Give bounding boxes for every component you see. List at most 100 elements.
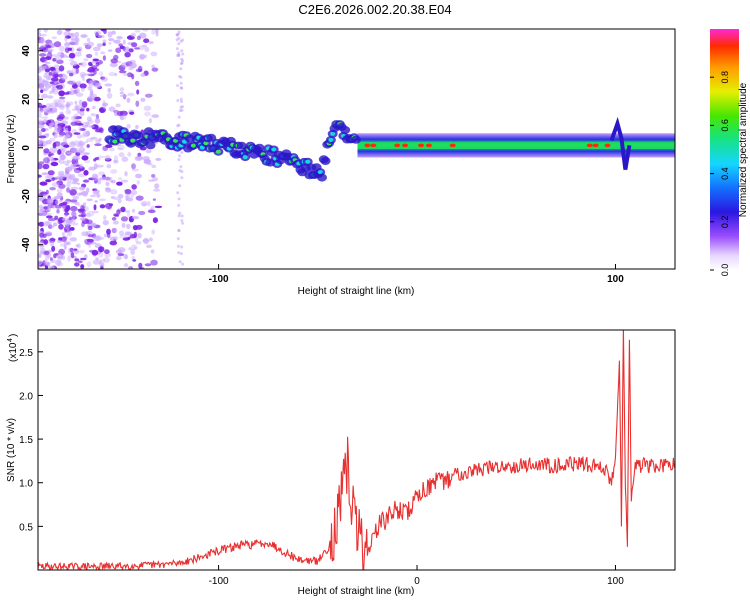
noise-speckle bbox=[89, 79, 97, 84]
noise-speckle bbox=[117, 144, 125, 150]
spectrogram-y-ticks: 40 20 0 -20 -40 bbox=[21, 45, 43, 252]
noise-speckle bbox=[124, 232, 133, 236]
noise-speckle bbox=[49, 147, 58, 153]
snr-x-label: Height of straight line (km) bbox=[298, 586, 415, 597]
noise-speckle bbox=[66, 151, 74, 155]
noise-speckle bbox=[70, 121, 78, 126]
noise-speckle bbox=[112, 236, 119, 241]
noise-speckle bbox=[99, 204, 106, 209]
noise-speckle bbox=[47, 95, 54, 99]
noise-speckle bbox=[124, 51, 131, 58]
noise-speckle bbox=[97, 155, 105, 158]
noise-speckle bbox=[38, 221, 45, 227]
noise-speckle bbox=[180, 108, 184, 112]
noise-speckle bbox=[107, 88, 111, 93]
noise-speckle bbox=[178, 260, 182, 264]
noise-speckle bbox=[139, 53, 146, 60]
noise-speckle bbox=[79, 128, 86, 131]
ridge-core bbox=[330, 131, 336, 136]
noise-speckle bbox=[43, 157, 50, 164]
noise-speckle bbox=[130, 190, 138, 196]
noise-speckle bbox=[102, 103, 107, 110]
colorbar-tick-label: 0.2 bbox=[720, 216, 730, 229]
noise-speckle bbox=[128, 48, 134, 53]
noise-speckle bbox=[127, 92, 135, 97]
noise-speckle bbox=[77, 173, 86, 178]
noise-speckle bbox=[68, 166, 76, 170]
noise-speckle bbox=[144, 263, 152, 267]
noise-speckle bbox=[45, 45, 52, 49]
noise-speckle bbox=[52, 54, 59, 57]
noise-speckle bbox=[122, 39, 126, 45]
noise-speckle bbox=[38, 85, 44, 90]
noise-speckle bbox=[41, 128, 46, 132]
noise-speckle bbox=[119, 87, 125, 92]
noise-speckle bbox=[72, 195, 79, 200]
noise-speckle bbox=[110, 169, 118, 174]
spectrogram-x-tick-label: -100 bbox=[209, 274, 229, 285]
noise-speckle bbox=[53, 99, 61, 104]
noise-speckle bbox=[69, 237, 77, 242]
noise-speckle bbox=[177, 51, 181, 55]
noise-speckle bbox=[68, 101, 74, 106]
noise-speckle bbox=[74, 100, 78, 105]
spectrogram-y-label: Frequency (Hz) bbox=[6, 115, 17, 184]
noise-speckle bbox=[70, 205, 78, 212]
noise-speckle bbox=[57, 256, 63, 263]
noise-speckle bbox=[40, 89, 44, 93]
noise-speckle bbox=[109, 62, 118, 68]
noise-speckle bbox=[138, 210, 146, 216]
noise-speckle bbox=[135, 68, 143, 73]
noise-speckle bbox=[58, 223, 64, 230]
noise-speckle bbox=[56, 188, 63, 193]
noise-speckle bbox=[176, 84, 180, 87]
noise-speckle bbox=[177, 36, 181, 40]
snr-marks bbox=[38, 330, 675, 570]
noise-speckle bbox=[79, 163, 83, 169]
noise-speckle bbox=[99, 107, 105, 113]
noise-speckle bbox=[58, 237, 63, 241]
snr-frame bbox=[37, 329, 676, 571]
ridge-blob bbox=[340, 126, 351, 134]
noise-speckle bbox=[68, 40, 77, 46]
noise-speckle bbox=[80, 33, 88, 39]
noise-speckle bbox=[40, 56, 47, 63]
noise-speckle bbox=[119, 91, 124, 95]
noise-speckle bbox=[116, 256, 122, 261]
noise-speckle bbox=[38, 174, 42, 178]
noise-speckle bbox=[82, 130, 91, 137]
ridge-core bbox=[317, 170, 323, 175]
ridge-core bbox=[242, 155, 248, 160]
noise-speckle bbox=[179, 97, 183, 101]
noise-speckle bbox=[92, 259, 101, 265]
noise-speckle bbox=[38, 163, 43, 170]
snr-y-tick-label: 2.0 bbox=[19, 391, 33, 402]
noise-speckle bbox=[46, 215, 53, 219]
noise-speckle bbox=[56, 192, 63, 198]
noise-speckle bbox=[38, 32, 42, 38]
noise-speckle bbox=[127, 152, 132, 157]
noise-speckle bbox=[75, 158, 79, 165]
noise-speckle bbox=[39, 45, 45, 49]
noise-speckle bbox=[147, 209, 156, 214]
noise-speckle bbox=[180, 49, 184, 53]
snr-y-label: SNR (10 * v/v) bbox=[6, 418, 17, 482]
noise-speckle bbox=[66, 135, 71, 138]
noise-speckle bbox=[177, 251, 181, 255]
noise-speckle bbox=[107, 49, 113, 52]
noise-speckle bbox=[87, 41, 95, 47]
ridge-blob bbox=[133, 131, 143, 140]
noise-speckle bbox=[135, 124, 139, 130]
noise-speckle bbox=[80, 61, 87, 67]
noise-speckle bbox=[130, 249, 135, 255]
noise-speckle bbox=[76, 182, 81, 185]
noise-speckle bbox=[94, 143, 102, 147]
noise-speckle bbox=[113, 159, 119, 164]
noise-speckle bbox=[140, 73, 146, 77]
noise-speckle bbox=[106, 164, 112, 169]
noise-speckle bbox=[52, 142, 57, 149]
noise-speckle bbox=[82, 191, 88, 197]
noise-speckle bbox=[66, 159, 72, 164]
noise-speckle bbox=[152, 198, 156, 201]
